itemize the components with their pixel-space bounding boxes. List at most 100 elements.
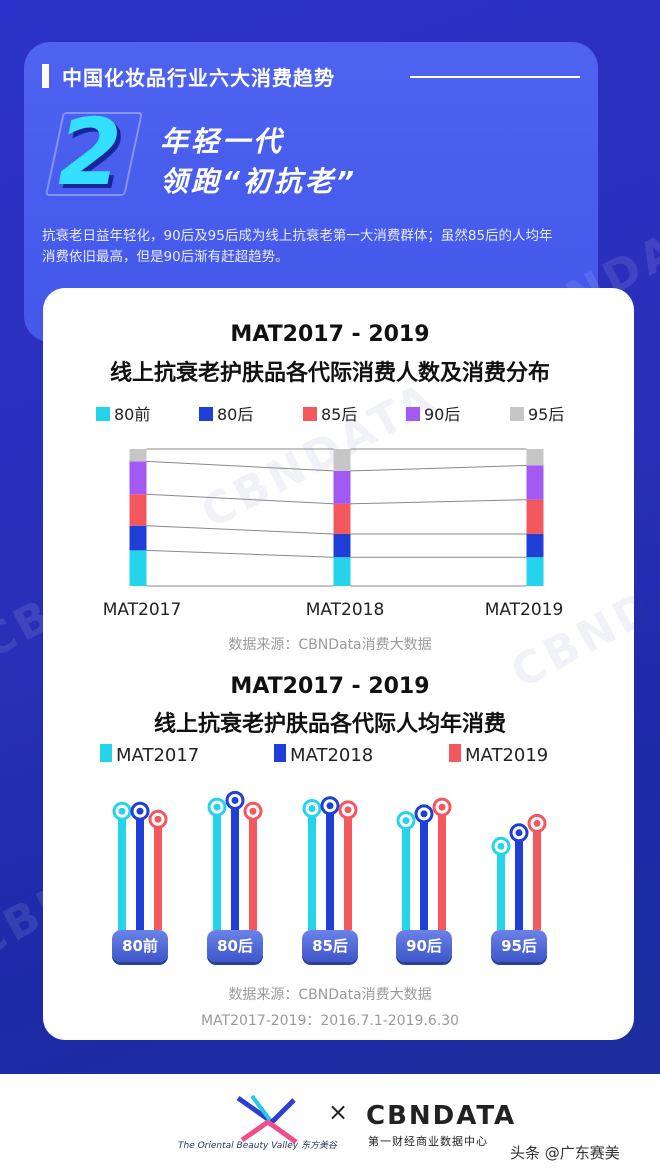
- legend-swatch: [96, 407, 110, 421]
- lollipop-stem-80后-MAT2017: [213, 807, 221, 930]
- trend-number: 2: [58, 99, 123, 206]
- lollipop-stem-85后-MAT2018: [326, 805, 334, 930]
- legend-swatch: [449, 744, 461, 762]
- chart2-category-label: 85后: [302, 930, 358, 962]
- lollipop-stem-80前-MAT2017: [118, 811, 126, 930]
- trend-description: 抗衰老日益年轻化，90后及95后成为线上抗衰老第一大消费群体；虽然85后的人均年…: [42, 228, 553, 265]
- lollipop-stem-90后-MAT2017: [402, 820, 410, 930]
- lollipop-stem-80后-MAT2019: [249, 811, 257, 930]
- source-credit: 头条 @广东赛美: [510, 1144, 620, 1162]
- lollipop-stem-95后-MAT2019: [533, 823, 541, 930]
- bar-segment-MAT2019-3: [526, 465, 544, 500]
- lollipop-dot: [420, 810, 428, 818]
- legend-swatch: [406, 407, 420, 421]
- lollipop-dot: [154, 815, 162, 823]
- connector-line: [350, 499, 527, 505]
- chart2-legend-mat2019: MAT2019: [449, 744, 548, 766]
- connector-line: [146, 460, 334, 472]
- lollipop-stem-80前-MAT2019: [154, 819, 162, 930]
- chart1-legend-80hou: 80后: [199, 401, 253, 425]
- bar-segment-MAT2018-4: [333, 449, 351, 471]
- legend-label: 80前: [114, 405, 151, 424]
- bar-segment-MAT2018-1: [333, 533, 351, 558]
- lollipop-dot: [497, 842, 505, 850]
- oriental-beauty-valley-text: The Oriental Beauty Valley 东方美谷: [178, 1141, 337, 1151]
- page-title: 中国化妆品行业六大消费趋势: [62, 66, 335, 90]
- connector-line: [350, 464, 527, 472]
- bar-segment-MAT2017-4: [129, 449, 147, 462]
- chart2-legend-mat2017: MAT2017: [100, 744, 199, 766]
- chart2-subtitle: 线上抗衰老护肤品各代际人均年消费: [153, 712, 506, 737]
- lollipop-dot: [213, 803, 221, 811]
- legend-label: 95后: [528, 405, 565, 424]
- lollipop-dot: [402, 817, 410, 825]
- lollipop-dot: [326, 802, 334, 810]
- lollipop-stem-95后-MAT2017: [497, 846, 505, 930]
- legend-label: MAT2017: [116, 745, 200, 766]
- chart2-category-label: 80前: [112, 930, 168, 962]
- lollipop-dot: [533, 819, 541, 827]
- lollipop-stem-90后-MAT2018: [420, 813, 428, 930]
- cbndata-logo: CBNDATA: [366, 1101, 517, 1131]
- chart1-legend-85hou: 85后: [303, 401, 357, 425]
- chart1-xtick: MAT2018: [305, 600, 385, 620]
- cross-symbol: ×: [328, 1098, 349, 1126]
- lollipop-dot: [344, 806, 352, 814]
- title-divider: [410, 76, 580, 78]
- lollipop-dot: [231, 796, 239, 804]
- chart1-legend-95hou: 95后: [510, 401, 564, 425]
- chart1-xtick: MAT2019: [484, 600, 564, 620]
- oriental-beauty-valley-logo: [236, 1094, 298, 1145]
- bar-segment-MAT2019-0: [526, 557, 544, 586]
- legend-swatch: [303, 407, 317, 421]
- chart2-title: MAT2017 - 2019: [230, 674, 430, 699]
- chart1-subtitle: 线上抗衰老护肤品各代际消费人数及消费分布: [109, 361, 550, 386]
- lollipop-dot: [438, 803, 446, 811]
- bar-segment-MAT2018-3: [333, 470, 351, 504]
- legend-swatch: [100, 744, 112, 762]
- legend-swatch: [510, 407, 524, 421]
- footer: [0, 1074, 660, 1172]
- bar-segment-MAT2018-2: [333, 503, 351, 534]
- lollipop-stem-85后-MAT2019: [344, 809, 352, 930]
- bar-segment-MAT2019-1: [526, 533, 544, 558]
- legend-label: 90后: [424, 405, 461, 424]
- lollipop-stem-95后-MAT2018: [515, 832, 523, 930]
- chart1-xtick: MAT2017: [102, 600, 182, 620]
- connector-line: [146, 525, 334, 535]
- bar-segment-MAT2017-2: [129, 494, 147, 526]
- legend-label: MAT2018: [290, 745, 374, 766]
- lollipop-stem-80后-MAT2018: [231, 800, 239, 930]
- lollipop-dot: [249, 807, 257, 815]
- bar-segment-MAT2018-0: [333, 557, 351, 586]
- lollipop-stem-80前-MAT2018: [136, 811, 144, 930]
- lollipop-stem-90后-MAT2019: [438, 807, 446, 930]
- bar-segment-MAT2017-3: [129, 461, 147, 495]
- bar-segment-MAT2017-1: [129, 525, 147, 551]
- lollipop-dot: [136, 807, 144, 815]
- legend-swatch: [199, 407, 213, 421]
- cbndata-subtitle: 第一财经商业数据中心: [368, 1135, 488, 1148]
- chart1-title: MAT2017 - 2019: [230, 322, 430, 347]
- legend-label: 80后: [217, 405, 254, 424]
- title-accent-bar: [42, 64, 49, 88]
- legend-label: 85后: [321, 405, 358, 424]
- chart2-category-label: 95后: [491, 930, 547, 962]
- bar-segment-MAT2019-2: [526, 499, 544, 534]
- connector-line: [146, 549, 334, 558]
- chart2-period-note: MAT2017-2019：2016.7.1-2019.6.30: [200, 1013, 460, 1029]
- lollipop-dot: [515, 829, 523, 837]
- legend-swatch: [274, 744, 286, 762]
- legend-label: MAT2019: [465, 745, 549, 766]
- lollipop-stem-85后-MAT2017: [308, 808, 316, 930]
- lollipop-dot: [118, 807, 126, 815]
- chart1-source: 数据来源：CBNData消费大数据: [228, 637, 432, 653]
- connector-line: [146, 493, 334, 505]
- chart2-category-label: 80后: [207, 930, 263, 962]
- chart2-category-label: 90后: [396, 930, 452, 962]
- trend-title-line2: 领跑“初抗老”: [160, 165, 358, 198]
- trend-title-line1: 年轻一代: [160, 125, 285, 158]
- chart2-legend-mat2018: MAT2018: [274, 744, 373, 766]
